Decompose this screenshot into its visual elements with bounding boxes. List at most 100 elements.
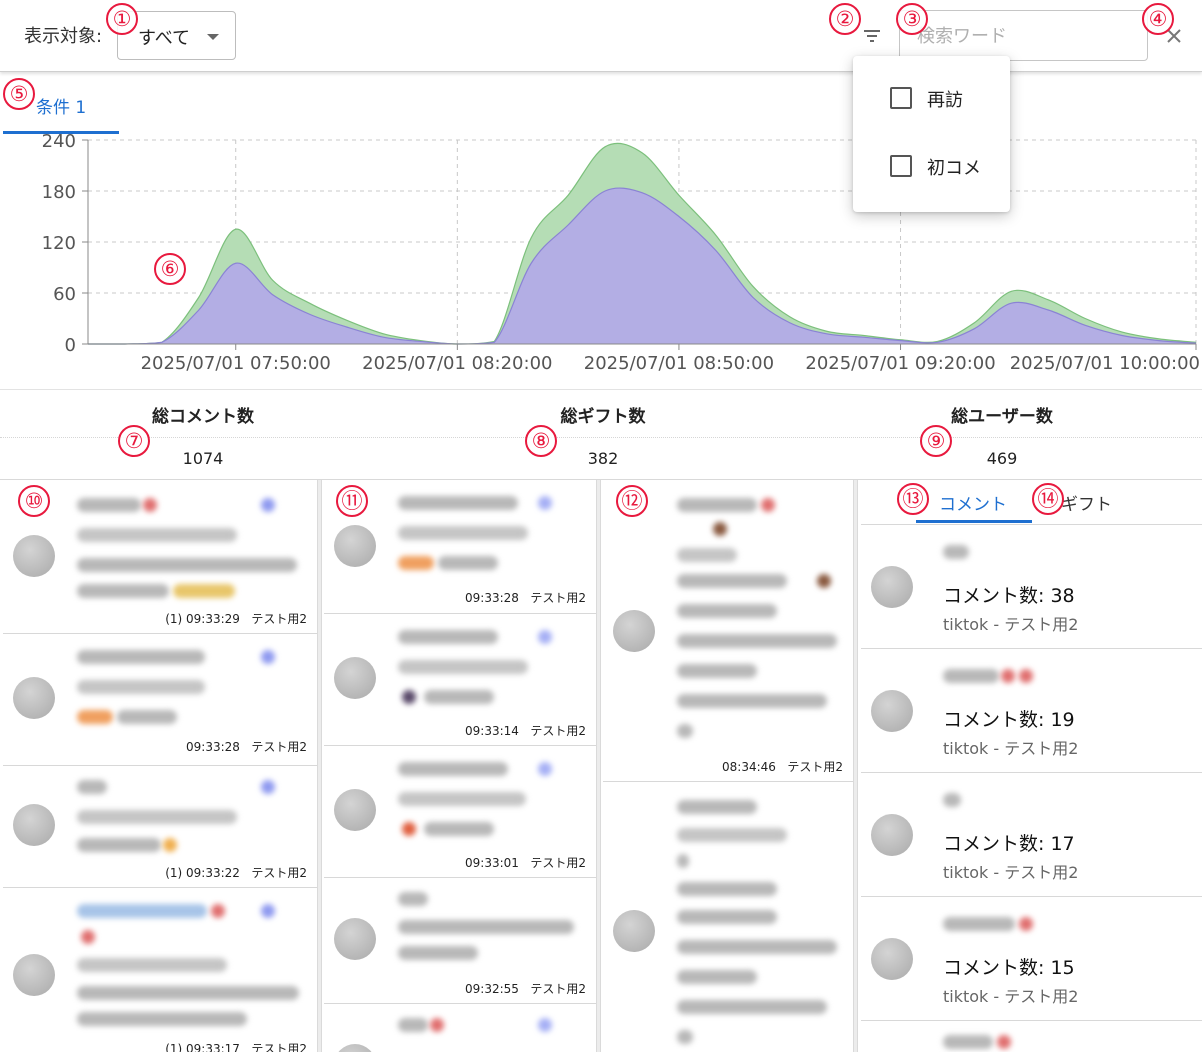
annotation-marker: ④ — [1142, 3, 1174, 35]
card-meta: 09:33:01 テスト用2 — [465, 854, 586, 871]
avatar — [334, 789, 376, 831]
blurred-username — [677, 800, 757, 814]
card-time: 09:33:01 — [465, 856, 519, 870]
blurred-emoji — [713, 522, 727, 536]
gift-feed-column[interactable]: 09:33:28 テスト用2 09:33:14 テスト用2 09:33:01 テ… — [324, 480, 596, 1052]
filter-option-label: 初コメ — [927, 158, 981, 179]
tab-comment[interactable]: コメント — [939, 495, 1007, 515]
blurred-emoji — [81, 930, 95, 944]
blurred-comment — [677, 724, 693, 738]
card-meta: 09:33:28 テスト用2 — [465, 589, 586, 606]
ranking-tab-indicator — [916, 520, 1032, 523]
filter-option-first-comment[interactable]: 初コメ — [853, 138, 1010, 194]
ranking-row[interactable]: コメント数: 17 tiktok - テスト用2 — [861, 773, 1202, 897]
blurred-username — [398, 892, 428, 906]
activity-chart-svg: 0 60 120 180 240 2025/07/01 07:50:00 2025/07/0… — [42, 131, 1200, 374]
feed-card[interactable]: (1) 09:33:29 テスト用2 — [3, 480, 317, 634]
card-time: (1) 09:33:29 — [165, 612, 240, 626]
card-meta: (1) 09:33:17 テスト用2 — [165, 1040, 307, 1052]
blurred-comment — [77, 558, 297, 572]
card-meta: (1) 09:33:22 テスト用2 — [165, 864, 307, 881]
comment-count: コメント数: 15 — [943, 957, 1075, 979]
avatar — [13, 677, 55, 719]
blurred-emoji — [143, 498, 157, 512]
filter-option-label: 再訪 — [927, 90, 963, 111]
avatar — [13, 804, 55, 846]
search-input[interactable] — [917, 23, 1137, 49]
blurred-username — [677, 498, 757, 512]
blurred-comment — [677, 854, 689, 868]
feed-card[interactable]: 09:33:14 テスト用2 — [324, 614, 596, 746]
blurred-comment — [677, 604, 777, 618]
feed-card[interactable]: 09:32:55 テスト用2 — [324, 878, 596, 1004]
feed-card[interactable]: 09:33:28 テスト用2 — [324, 480, 596, 614]
annotation-marker: ⑫ — [616, 485, 648, 517]
blurred-emoji — [761, 498, 775, 512]
caret-down-icon — [207, 34, 219, 40]
checkbox-revisit[interactable] — [890, 87, 912, 109]
ranking-row[interactable]: コメント数: 38 tiktok - テスト用2 — [861, 525, 1202, 649]
ranking-tabs-border — [861, 524, 1202, 525]
blurred-badge — [261, 650, 275, 664]
blurred-gift-count — [438, 556, 498, 570]
blurred-badge — [538, 630, 552, 644]
blurred-username — [398, 496, 518, 510]
feed-card[interactable] — [603, 782, 853, 1052]
series-area-inner — [88, 188, 1196, 344]
x-tick-label: 2025/07/01 09:20:00 — [805, 353, 995, 374]
blurred-comment — [677, 970, 757, 984]
total-comments-value: 1074 — [182, 449, 224, 468]
blurred-username — [77, 498, 141, 512]
target-select[interactable]: すべて — [117, 11, 236, 60]
blurred-emoji — [1001, 669, 1015, 683]
x-tick-label: 2025/07/01 08:20:00 — [362, 353, 552, 374]
close-icon[interactable] — [1162, 24, 1186, 48]
divider — [0, 389, 1202, 390]
card-meta: 09:33:28 テスト用2 — [186, 738, 307, 755]
blurred-comment — [677, 910, 777, 924]
tab-gift[interactable]: ギフト — [1061, 495, 1112, 515]
search-field[interactable] — [899, 10, 1148, 61]
card-meta: (1) 09:33:29 テスト用2 — [165, 610, 307, 627]
y-tick-label: 240 — [42, 134, 76, 152]
blurred-username — [77, 904, 207, 918]
blurred-emoji — [1019, 669, 1033, 683]
card-source: テスト用2 — [530, 591, 586, 605]
blurred-username — [398, 762, 508, 776]
platform-label: tiktok - テスト用2 — [943, 987, 1079, 1006]
card-source: テスト用2 — [530, 856, 586, 870]
event-feed-column[interactable]: 08:34:46 テスト用2 — [603, 480, 853, 1052]
column-resize-handle[interactable] — [596, 480, 601, 1052]
blurred-username — [398, 1018, 428, 1032]
tab-condition-1[interactable]: 条件 1 — [36, 98, 87, 118]
feed-card[interactable]: 08:34:46 テスト用2 — [603, 480, 853, 782]
annotation-marker: ① — [106, 3, 138, 35]
ranking-row[interactable]: コメント数: 15 tiktok - テスト用2 — [861, 897, 1202, 1021]
card-time: 08:34:46 — [722, 760, 776, 774]
comment-count: コメント数: 38 — [943, 585, 1075, 607]
avatar — [334, 657, 376, 699]
avatar — [13, 954, 55, 996]
comment-feed-column[interactable]: (1) 09:33:29 テスト用2 09:33:28 テスト用2 (1) 09… — [3, 480, 317, 1052]
annotation-marker: ⑬ — [897, 483, 929, 515]
blurred-user-id — [77, 528, 237, 542]
filter-option-revisit[interactable]: 再訪 — [853, 70, 1010, 126]
feed-card[interactable]: 09:33:01 テスト用2 — [324, 746, 596, 878]
feed-card[interactable]: (1) 09:33:17 テスト用2 — [3, 888, 317, 1052]
feed-card[interactable]: 09:33:28 テスト用2 — [3, 634, 317, 766]
series-line-outer — [87, 142, 1197, 345]
feed-card[interactable]: (1) 09:33:22 テスト用2 — [3, 766, 317, 888]
ranking-row[interactable]: コメント数: 19 tiktok - テスト用2 — [861, 649, 1202, 773]
blurred-username — [943, 917, 1015, 931]
avatar — [334, 1044, 376, 1052]
card-time: (1) 09:33:17 — [165, 1042, 240, 1052]
column-resize-handle[interactable] — [317, 480, 322, 1052]
ranking-row[interactable] — [861, 1021, 1202, 1052]
stats-divider — [0, 437, 1202, 438]
feed-card[interactable] — [324, 1004, 596, 1052]
total-users-value: 469 — [986, 449, 1018, 468]
checkbox-first-comment[interactable] — [890, 155, 912, 177]
filter-icon[interactable] — [858, 22, 886, 50]
column-resize-handle[interactable] — [853, 480, 858, 1052]
total-users-label: 総ユーザー数 — [951, 407, 1053, 427]
